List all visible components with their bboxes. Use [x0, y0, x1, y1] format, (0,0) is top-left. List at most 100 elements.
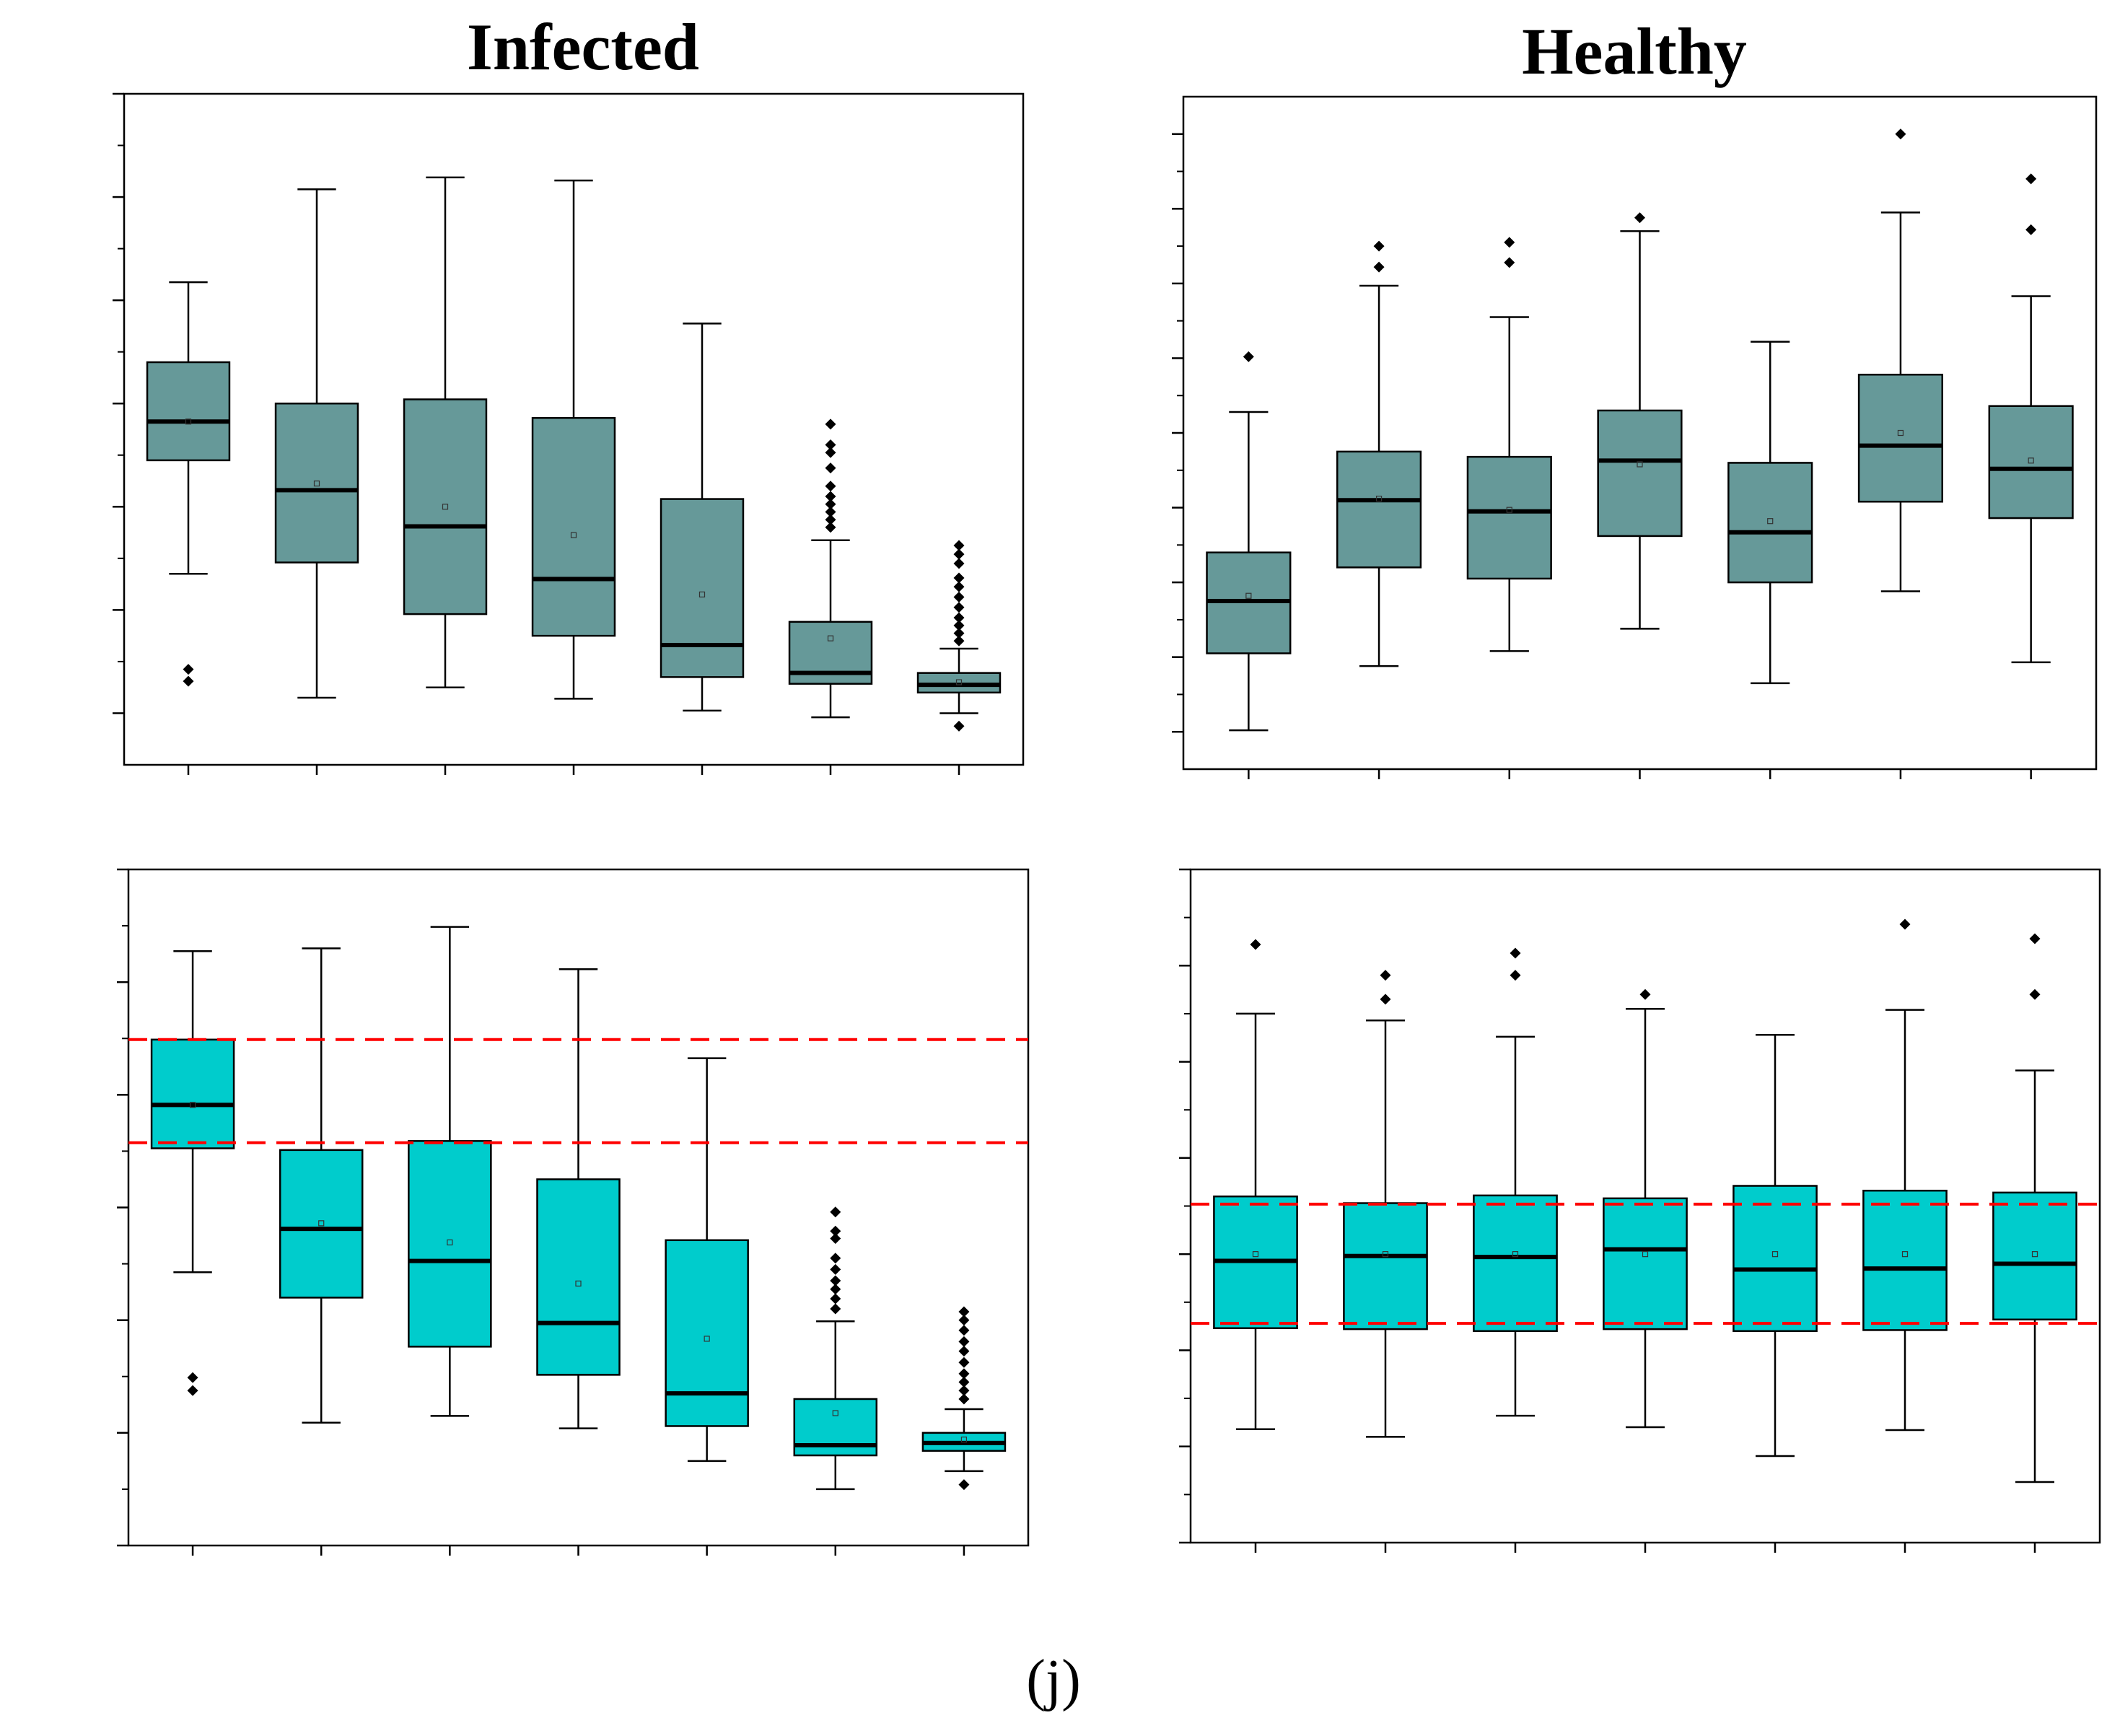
iqr-box [1727, 462, 1813, 584]
mean-marker [189, 1102, 196, 1108]
heading-infected: Infected [467, 10, 699, 84]
box-7 [1992, 933, 2077, 1483]
mean-marker [1375, 496, 1383, 502]
box-6 [1857, 128, 1944, 592]
box-4 [1603, 988, 1688, 1429]
box-7 [921, 1306, 1007, 1491]
figure-caption: (j) [1026, 1649, 1081, 1712]
outlier-point [825, 491, 836, 502]
outlier-point [958, 1356, 970, 1368]
outlier-point [953, 548, 965, 560]
outlier-point [953, 628, 965, 639]
outlier-point [830, 1293, 841, 1305]
box-2 [279, 947, 364, 1424]
iqr-box [279, 1149, 364, 1299]
outlier-point [1639, 988, 1651, 1000]
mean-marker [2028, 457, 2034, 464]
infected-detrended-panel [117, 868, 1030, 1556]
mean-marker [1642, 1251, 1649, 1258]
mean-marker [1506, 507, 1512, 513]
box-1 [150, 950, 235, 1396]
healthy-rvi-panel [1172, 95, 2098, 779]
mean-marker [960, 1437, 968, 1443]
outlier-point [958, 1377, 970, 1388]
outlier-point [187, 1372, 198, 1383]
outlier-point [953, 592, 965, 602]
outlier-point [2025, 224, 2037, 235]
iqr-box [1988, 405, 2074, 520]
outlier-point [953, 612, 965, 623]
healthy-detrended-panel [1179, 868, 2101, 1553]
outlier-point [953, 602, 965, 613]
box-6 [793, 1206, 878, 1491]
outlier-point [1510, 947, 1521, 959]
box-1 [1206, 351, 1292, 732]
mean-marker [313, 481, 320, 487]
outlier-point [958, 1368, 970, 1380]
outlier-point [953, 540, 965, 551]
iqr-box [1862, 1189, 1948, 1331]
iqr-box [408, 1140, 492, 1348]
iqr-box [1343, 1202, 1428, 1331]
box-6 [788, 418, 873, 719]
outlier-point [830, 1253, 841, 1264]
outlier-point [1380, 970, 1391, 981]
iqr-box [1857, 373, 1944, 503]
iqr-box [146, 361, 231, 462]
heading-healthy: Healthy [1522, 14, 1747, 88]
outlier-point [825, 447, 836, 458]
outlier-point [953, 635, 965, 646]
iqr-box [1733, 1185, 1818, 1333]
iqr-box [531, 417, 616, 637]
box-5 [1733, 1034, 1818, 1457]
iqr-box [536, 1178, 621, 1376]
box-4 [531, 179, 616, 700]
box-2 [1343, 970, 1428, 1438]
outlier-point [825, 522, 836, 533]
outlier-point [825, 439, 836, 450]
outlier-point [825, 514, 836, 525]
outlier-point [825, 499, 836, 510]
outlier-point [183, 675, 194, 687]
mean-marker [698, 591, 706, 598]
outlier-point [953, 558, 965, 569]
iqr-box [1597, 409, 1683, 538]
outlier-point [958, 1479, 970, 1491]
mean-marker [1771, 1251, 1779, 1258]
iqr-box [1603, 1197, 1688, 1331]
outlier-point [1250, 939, 1261, 950]
outlier-point [183, 664, 194, 675]
box-4 [1597, 212, 1683, 630]
box-5 [660, 323, 745, 712]
outlier-point [1380, 994, 1391, 1005]
outlier-point [830, 1284, 841, 1295]
outlier-point [1373, 261, 1385, 273]
mean-marker [1252, 1251, 1259, 1258]
mean-marker [1382, 1251, 1389, 1258]
outlier-point [1504, 257, 1515, 268]
mean-marker [1897, 429, 1904, 437]
outlier-point [958, 1306, 970, 1318]
mean-marker [827, 635, 834, 641]
outlier-point [958, 1336, 970, 1347]
mean-marker [2031, 1251, 2038, 1258]
outlier-point [1373, 240, 1385, 252]
outlier-point [2029, 933, 2041, 944]
iqr-box [403, 398, 488, 615]
iqr-box [665, 1239, 749, 1427]
outlier-point [953, 620, 965, 631]
outlier-point [830, 1232, 841, 1244]
box-3 [1466, 237, 1552, 652]
mean-marker [1512, 1251, 1519, 1258]
outlier-point [958, 1393, 970, 1405]
box-1 [146, 281, 231, 687]
outlier-point [953, 572, 965, 584]
box-5 [665, 1057, 749, 1463]
box-3 [403, 176, 488, 688]
mean-marker [575, 1280, 582, 1287]
outlier-point [830, 1206, 841, 1218]
outlier-point [958, 1385, 970, 1396]
outlier-point [825, 506, 836, 517]
mean-marker [318, 1220, 325, 1227]
